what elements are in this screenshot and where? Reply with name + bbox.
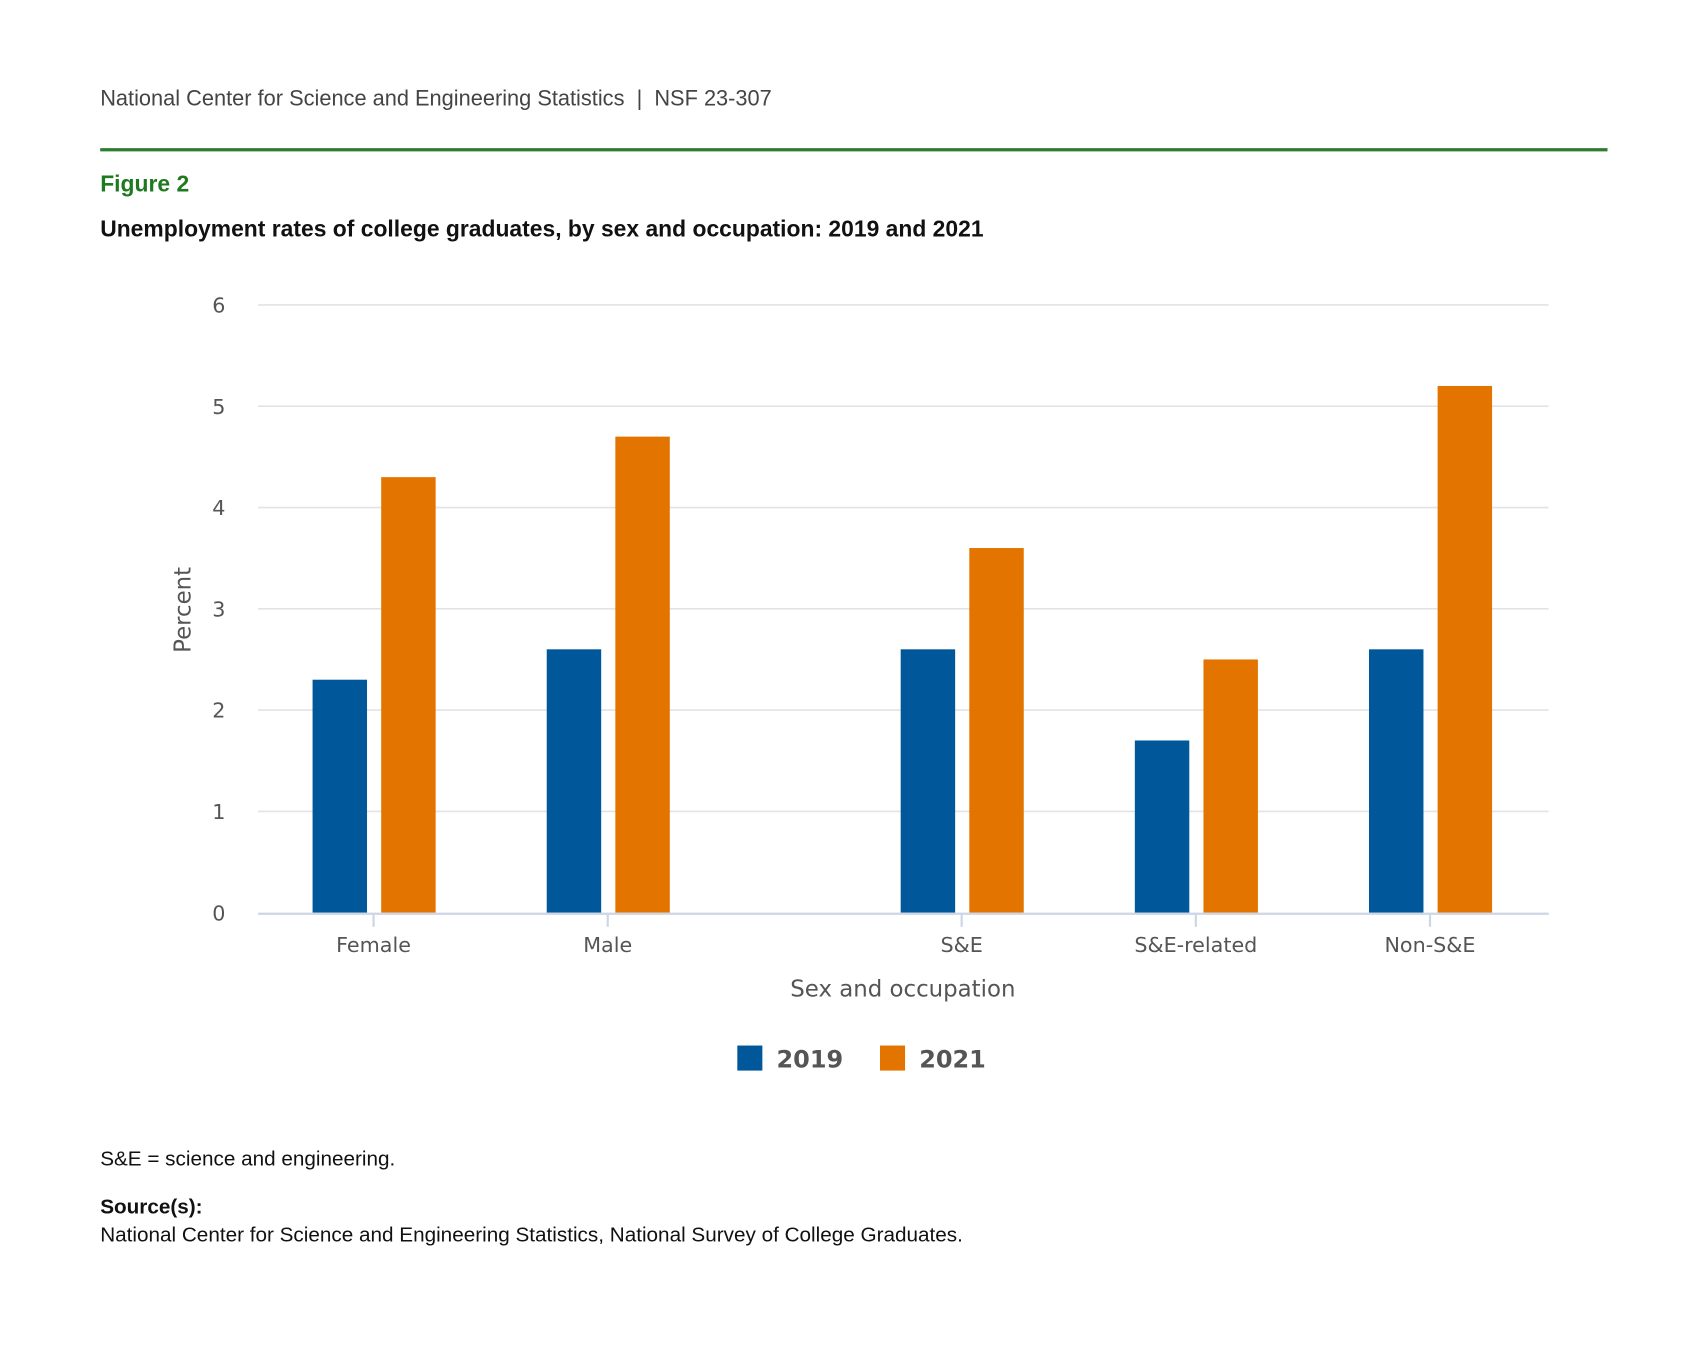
bar-2019-Non-S&E: [1368, 649, 1424, 913]
legend-swatch-2021: [879, 1045, 906, 1071]
x-tick-label: S&E-related: [1134, 933, 1257, 957]
figure-title: Unemployment rates of college graduates,…: [100, 216, 984, 242]
x-axis: Female Male S&E S&E-related Non-S&E: [258, 912, 1549, 957]
y-tick-label: 5: [212, 395, 225, 419]
footnote: S&E = science and engineering.: [100, 1147, 396, 1171]
bar-2021-S&E: [969, 548, 1024, 913]
source-text: National Center for Science and Engineer…: [100, 1224, 963, 1248]
bar-2021-S&E-related: [1203, 659, 1258, 913]
y-tick-label: 2: [212, 699, 225, 723]
y-tick-label: 0: [212, 901, 225, 925]
y-tick-label: 1: [212, 800, 225, 824]
publication-header: National Center for Science and Engineer…: [100, 87, 772, 112]
y-axis-ticks: 0 1 2 3 4 5 6: [212, 294, 225, 926]
bar-2021-Non-S&E: [1437, 385, 1493, 913]
legend-label-2019: 2019: [777, 1045, 844, 1073]
bar-2019-S&E-related: [1134, 740, 1190, 913]
x-tick-label: Male: [583, 933, 632, 957]
legend: 2019 2021: [737, 1045, 986, 1073]
y-tick-label: 3: [212, 597, 225, 621]
x-tick-label: Female: [336, 933, 411, 957]
x-tick-label: Non-S&E: [1384, 933, 1475, 957]
bar-2019-S&E: [900, 649, 956, 913]
x-axis-title: Sex and occupation: [790, 977, 1015, 1003]
y-tick-label: 6: [212, 294, 225, 318]
bar-2019-Female: [312, 679, 368, 913]
x-tick-label: S&E: [941, 933, 983, 957]
y-axis-title: Percent: [171, 567, 197, 653]
legend-label-2021: 2021: [919, 1045, 986, 1073]
legend-swatch-2019: [737, 1045, 763, 1071]
bar-2019-Male: [546, 649, 602, 913]
bars: [312, 385, 1493, 913]
bar-2021-Male: [615, 436, 670, 913]
y-tick-label: 4: [212, 496, 225, 520]
bar-2021-Female: [381, 477, 436, 913]
source-heading: Source(s):: [100, 1195, 203, 1219]
header-divider: [100, 148, 1608, 152]
figure-label: Figure 2: [100, 172, 190, 198]
